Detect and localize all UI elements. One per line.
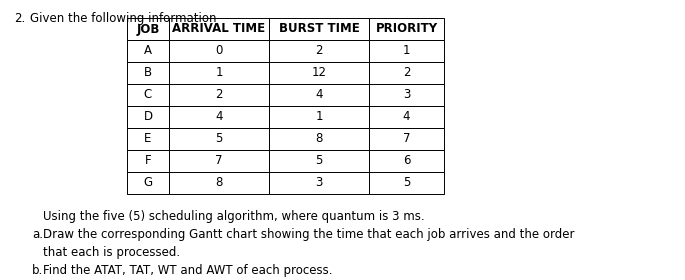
Text: A: A — [144, 45, 152, 57]
Text: 5: 5 — [403, 176, 410, 190]
Bar — [369, 106, 444, 128]
Bar — [369, 172, 444, 194]
Text: 3: 3 — [315, 176, 323, 190]
Bar — [127, 172, 169, 194]
Text: 1: 1 — [403, 45, 410, 57]
Text: 5: 5 — [215, 132, 223, 146]
Text: 7: 7 — [215, 155, 223, 167]
Bar — [169, 106, 269, 128]
Text: that each is processed.: that each is processed. — [43, 246, 180, 259]
Bar — [269, 128, 369, 150]
Bar — [127, 150, 169, 172]
Text: 0: 0 — [215, 45, 223, 57]
Bar — [369, 18, 444, 40]
Bar — [369, 150, 444, 172]
Bar — [269, 150, 369, 172]
Text: BURST TIME: BURST TIME — [279, 22, 360, 36]
Bar — [127, 40, 169, 62]
Text: 4: 4 — [315, 88, 323, 102]
Bar — [169, 172, 269, 194]
Text: 12: 12 — [312, 67, 327, 80]
Bar — [127, 106, 169, 128]
Bar — [269, 84, 369, 106]
Text: Draw the corresponding Gantt chart showing the time that each job arrives and th: Draw the corresponding Gantt chart showi… — [43, 228, 575, 241]
Text: F: F — [145, 155, 151, 167]
Text: ARRIVAL TIME: ARRIVAL TIME — [173, 22, 266, 36]
Text: 6: 6 — [403, 155, 410, 167]
Bar — [127, 84, 169, 106]
Bar — [369, 84, 444, 106]
Bar — [169, 84, 269, 106]
Text: 8: 8 — [315, 132, 323, 146]
Text: C: C — [144, 88, 152, 102]
Bar — [269, 40, 369, 62]
Bar — [169, 62, 269, 84]
Text: a.: a. — [32, 228, 43, 241]
Text: 2.: 2. — [14, 12, 25, 25]
Text: JOB: JOB — [136, 22, 160, 36]
Bar — [369, 128, 444, 150]
Text: 5: 5 — [315, 155, 323, 167]
Text: B: B — [144, 67, 152, 80]
Text: 3: 3 — [403, 88, 410, 102]
Text: 4: 4 — [403, 111, 410, 123]
Bar — [269, 18, 369, 40]
Bar — [169, 18, 269, 40]
Text: 2: 2 — [403, 67, 410, 80]
Text: 1: 1 — [315, 111, 323, 123]
Text: b.: b. — [32, 264, 43, 277]
Text: 2: 2 — [315, 45, 323, 57]
Bar — [169, 40, 269, 62]
Text: Using the five (5) scheduling algorithm, where quantum is 3 ms.: Using the five (5) scheduling algorithm,… — [43, 210, 425, 223]
Text: 7: 7 — [403, 132, 410, 146]
Bar — [369, 40, 444, 62]
Text: PRIORITY: PRIORITY — [375, 22, 438, 36]
Bar — [369, 62, 444, 84]
Text: 8: 8 — [215, 176, 223, 190]
Bar — [127, 128, 169, 150]
Text: D: D — [143, 111, 153, 123]
Text: 4: 4 — [215, 111, 223, 123]
Bar — [269, 62, 369, 84]
Text: 2: 2 — [215, 88, 223, 102]
Text: G: G — [143, 176, 153, 190]
Bar — [127, 18, 169, 40]
Bar — [127, 62, 169, 84]
Bar — [269, 106, 369, 128]
Bar — [169, 150, 269, 172]
Text: 1: 1 — [215, 67, 223, 80]
Text: E: E — [145, 132, 151, 146]
Text: Given the following information: Given the following information — [30, 12, 216, 25]
Bar — [169, 128, 269, 150]
Text: Find the ATAT, TAT, WT and AWT of each process.: Find the ATAT, TAT, WT and AWT of each p… — [43, 264, 332, 277]
Bar — [269, 172, 369, 194]
